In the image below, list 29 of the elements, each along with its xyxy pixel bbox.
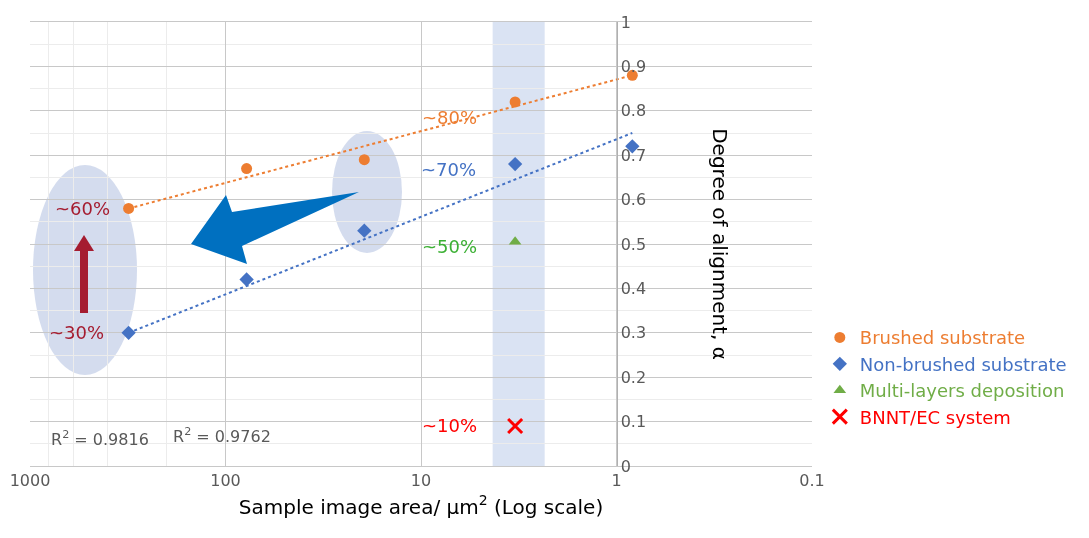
x-tick-label: 10 bbox=[410, 471, 432, 491]
legend-label: BNNT/EC system bbox=[859, 406, 1011, 428]
annotation: ~70% bbox=[421, 159, 477, 180]
annotation: R$^{2}$ = 0.9816 bbox=[51, 428, 149, 449]
y-tick-label: 0.8 bbox=[620, 101, 647, 121]
y-tick-label: 0.6 bbox=[620, 190, 647, 210]
annotation: ~30% bbox=[49, 322, 105, 343]
x-tick-label: 0.1 bbox=[799, 471, 825, 491]
y-axis-title: Degree of alignment, α bbox=[707, 128, 732, 360]
annotation: R$^{2}$ = 0.9762 bbox=[173, 425, 271, 446]
annotation: ~80% bbox=[422, 107, 478, 128]
y-tick-label: 0.2 bbox=[620, 367, 647, 387]
y-tick-label: 0.7 bbox=[620, 145, 647, 165]
x-axis-title: Sample image area/ μm$^{2}$ (Log scale) bbox=[238, 492, 604, 519]
annotation: ~60% bbox=[55, 198, 111, 219]
annotation: ~10% bbox=[422, 415, 478, 436]
y-tick-label: 0 bbox=[620, 456, 631, 476]
legend-label: Multi-layers deposition bbox=[859, 380, 1065, 402]
legend-label: Brushed substrate bbox=[859, 327, 1026, 349]
y-tick-label: 0.9 bbox=[620, 57, 647, 76]
x-tick-label: 100 bbox=[210, 471, 241, 491]
y-tick-label: 0.4 bbox=[620, 279, 647, 298]
legend-label: Non-brushed substrate bbox=[859, 353, 1067, 375]
y-tick-label: 1 bbox=[620, 12, 631, 32]
y-tick-label: 0.3 bbox=[620, 323, 647, 343]
y-tick-label: 0.1 bbox=[620, 412, 647, 432]
x-tick-label: 1000 bbox=[9, 471, 51, 491]
annotation: ~50% bbox=[422, 236, 478, 257]
y-tick-label: 0.5 bbox=[620, 234, 647, 254]
